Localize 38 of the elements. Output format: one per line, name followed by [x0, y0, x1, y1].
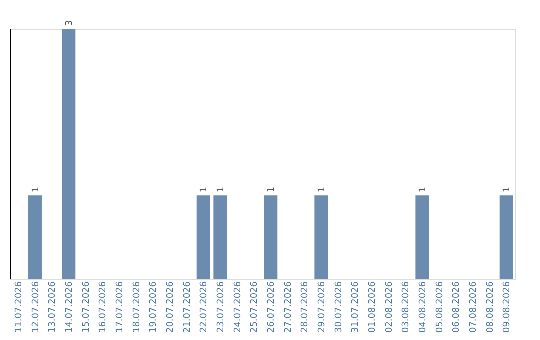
x-tick-label: 06.08.2026	[452, 281, 462, 334]
x-tick-label: 05.08.2026	[435, 281, 446, 334]
x-tick-label: 22.07.2026	[200, 281, 210, 334]
x-tick-label: 20.07.2026	[166, 281, 176, 334]
data-label: 1	[317, 186, 328, 193]
x-tick-label: 29.07.2026	[317, 281, 328, 334]
x-tick-label: 13.07.2026	[48, 281, 58, 334]
x-tick-label: 09.08.2026	[502, 281, 513, 334]
x-tick-label: 17.07.2026	[115, 281, 126, 334]
x-tick-label: 14.07.2026	[64, 281, 75, 334]
data-label: 3	[64, 20, 75, 26]
x-tick-label: 21.07.2026	[182, 281, 193, 334]
x-tick-label: 28.07.2026	[300, 281, 311, 334]
x-tick-label: 12.07.2026	[31, 281, 42, 334]
x-tick-label: 07.08.2026	[468, 281, 479, 334]
x-tick-label: 16.07.2026	[98, 281, 109, 334]
x-tick-label: 18.07.2026	[132, 281, 142, 334]
x-tick-label: 11.07.2026	[14, 281, 24, 334]
data-label: 1	[502, 186, 513, 193]
x-tick-label: 03.08.2026	[402, 281, 412, 334]
x-tick-label: 02.08.2026	[384, 281, 395, 334]
x-tick-label: 04.08.2026	[418, 281, 428, 334]
data-label: 1	[266, 186, 277, 193]
x-tick-label: 01.08.2026	[368, 281, 378, 334]
x-tick-label: 25.07.2026	[250, 281, 260, 334]
x-tick-label: 26.07.2026	[266, 281, 277, 334]
x-tick-label: 31.07.2026	[351, 281, 362, 334]
data-label: 1	[31, 186, 42, 193]
x-tick-label: 24.07.2026	[233, 281, 244, 334]
data-label: 1	[418, 186, 428, 193]
x-tick-label: 08.08.2026	[486, 281, 496, 334]
x-tick-label: 23.07.2026	[216, 281, 226, 334]
x-tick-label: 27.07.2026	[284, 281, 294, 334]
data-label: 1	[216, 186, 226, 193]
data-label: 1	[200, 186, 210, 193]
x-tick-label: 30.07.2026	[334, 281, 344, 334]
x-tick-label: 15.07.2026	[82, 281, 92, 334]
x-tick-label: 19.07.2026	[149, 281, 160, 334]
